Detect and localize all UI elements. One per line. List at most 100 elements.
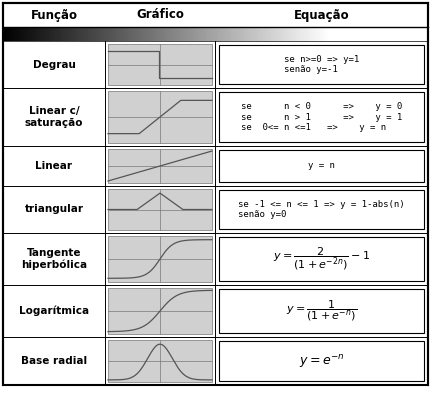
Bar xyxy=(120,27,122,41)
Bar xyxy=(40,27,42,41)
Text: se -1 <= n <= 1 => y = 1-abs(n)
senão y=0: se -1 <= n <= 1 => y = 1-abs(n) senão y=… xyxy=(238,200,404,219)
Bar xyxy=(276,27,278,41)
Bar xyxy=(48,27,50,41)
Bar xyxy=(344,27,346,41)
Bar xyxy=(88,27,90,41)
Bar xyxy=(65,27,67,41)
Bar xyxy=(140,27,142,41)
Bar xyxy=(331,27,333,41)
Bar xyxy=(17,27,19,41)
Bar xyxy=(424,27,426,41)
Bar xyxy=(144,27,146,41)
Bar xyxy=(108,91,212,143)
Bar xyxy=(75,27,77,41)
Bar xyxy=(383,27,385,41)
Bar xyxy=(298,27,300,41)
Bar xyxy=(379,27,381,41)
Bar xyxy=(322,27,324,41)
Bar xyxy=(267,27,269,41)
Bar xyxy=(86,27,88,41)
Bar xyxy=(294,27,296,41)
Bar xyxy=(200,27,201,41)
Text: se n>=0 => y=1
senão y=-1: se n>=0 => y=1 senão y=-1 xyxy=(283,55,358,74)
Bar xyxy=(174,27,176,41)
Bar xyxy=(329,27,332,41)
Bar xyxy=(406,27,408,41)
Bar xyxy=(332,27,334,41)
Bar xyxy=(303,27,304,41)
Bar xyxy=(239,27,241,41)
Bar xyxy=(261,27,264,41)
Bar xyxy=(192,27,194,41)
Bar xyxy=(171,27,173,41)
Bar xyxy=(99,27,101,41)
Bar xyxy=(113,27,115,41)
Bar xyxy=(78,27,80,41)
Text: Função: Função xyxy=(31,9,77,22)
Bar xyxy=(3,146,427,186)
Bar xyxy=(7,27,9,41)
Text: Gráfico: Gráfico xyxy=(136,9,184,22)
Bar xyxy=(33,27,34,41)
Bar xyxy=(416,27,418,41)
Bar xyxy=(368,27,369,41)
Bar xyxy=(4,27,6,41)
Bar xyxy=(177,27,179,41)
Bar xyxy=(38,27,40,41)
Bar xyxy=(178,27,180,41)
Bar xyxy=(204,27,206,41)
Bar xyxy=(255,27,256,41)
Bar xyxy=(58,27,60,41)
Bar xyxy=(153,27,155,41)
Bar xyxy=(218,92,423,142)
Bar xyxy=(96,27,98,41)
Bar xyxy=(271,27,273,41)
Bar xyxy=(376,27,378,41)
Bar xyxy=(297,27,299,41)
Bar xyxy=(335,27,337,41)
Bar xyxy=(108,236,212,282)
Bar xyxy=(44,27,46,41)
Bar xyxy=(321,27,323,41)
Bar xyxy=(125,27,126,41)
Bar xyxy=(287,27,289,41)
Bar xyxy=(412,27,413,41)
Bar xyxy=(98,27,100,41)
Bar xyxy=(59,27,61,41)
Bar xyxy=(146,27,147,41)
Bar xyxy=(156,27,157,41)
Bar xyxy=(108,189,212,230)
Bar xyxy=(319,27,322,41)
Bar xyxy=(187,27,189,41)
Bar xyxy=(249,27,251,41)
Bar xyxy=(293,27,295,41)
Text: Linear c/
saturação: Linear c/ saturação xyxy=(25,106,83,128)
Bar xyxy=(108,288,212,334)
Bar xyxy=(218,45,423,84)
Text: Logarítmica: Logarítmica xyxy=(19,306,89,316)
Bar xyxy=(112,27,114,41)
Bar xyxy=(324,27,326,41)
Bar xyxy=(250,27,252,41)
Bar xyxy=(407,27,409,41)
Bar xyxy=(300,27,302,41)
Bar xyxy=(325,27,327,41)
Bar xyxy=(279,27,280,41)
Bar xyxy=(28,27,31,41)
Bar xyxy=(315,27,317,41)
Bar xyxy=(361,27,362,41)
Bar xyxy=(67,27,68,41)
Bar xyxy=(163,27,165,41)
Bar xyxy=(31,27,33,41)
Bar xyxy=(240,27,243,41)
Bar xyxy=(396,27,398,41)
Bar xyxy=(72,27,74,41)
Bar xyxy=(10,27,12,41)
Bar xyxy=(270,27,272,41)
Bar xyxy=(397,27,399,41)
Bar xyxy=(127,27,129,41)
Bar xyxy=(16,27,18,41)
Bar xyxy=(3,285,427,337)
Bar xyxy=(375,27,377,41)
Bar xyxy=(348,27,350,41)
